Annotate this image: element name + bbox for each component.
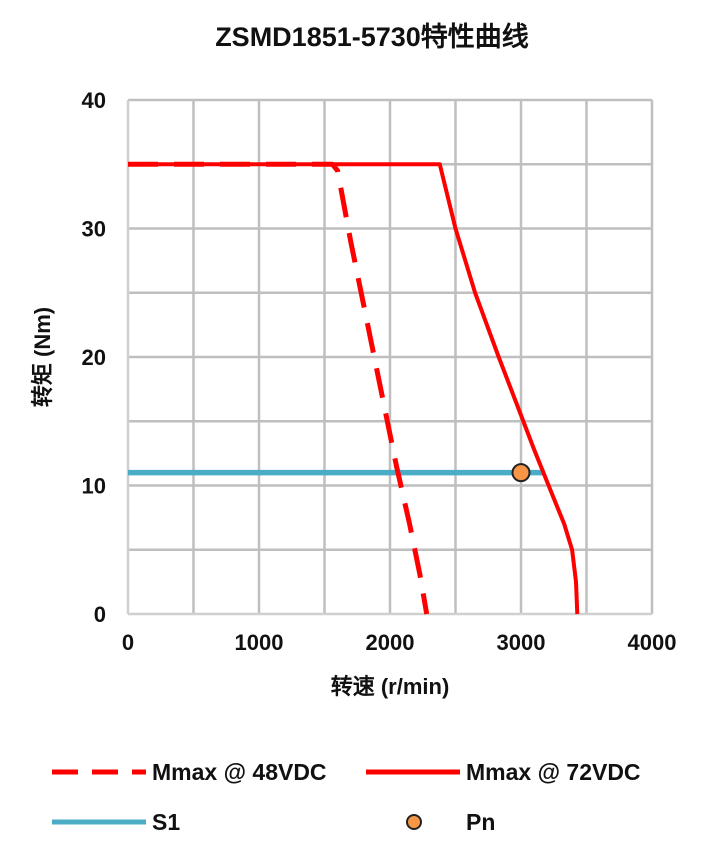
- tick-labels: 0 1000 2000 3000 4000 0 10 20 30 40: [82, 88, 677, 655]
- y-tick-label: 30: [82, 217, 106, 242]
- legend-label-pn: Pn: [466, 809, 495, 835]
- x-tick-label: 4000: [628, 630, 677, 655]
- x-tick-label: 2000: [366, 630, 415, 655]
- x-tick-label: 0: [122, 630, 134, 655]
- series-lines: [128, 161, 580, 615]
- legend: Mmax @ 48VDC Mmax @ 72VDC S1 Pn: [52, 759, 641, 835]
- y-axis-label: 转矩 (Nm): [30, 307, 55, 407]
- y-tick-label: 40: [82, 88, 106, 113]
- series-line-mmax-48vdc: [128, 161, 430, 615]
- grid: [128, 98, 654, 614]
- legend-swatch-pn: [406, 814, 422, 830]
- series-point-pn: [511, 463, 531, 483]
- series-line-mmax-72vdc: [128, 162, 580, 615]
- chart-title: ZSMD1851-5730特性曲线: [215, 22, 529, 52]
- y-tick-label: 0: [94, 602, 106, 627]
- x-axis-label: 转速 (r/min): [331, 674, 450, 699]
- legend-label-s1: S1: [152, 809, 180, 835]
- y-tick-label: 10: [82, 474, 106, 499]
- axes: [126, 100, 652, 616]
- y-tick-label: 20: [82, 345, 106, 370]
- x-tick-label: 1000: [235, 630, 284, 655]
- x-tick-label: 3000: [497, 630, 546, 655]
- legend-label-mmax-48vdc: Mmax @ 48VDC: [152, 759, 327, 785]
- legend-label-mmax-72vdc: Mmax @ 72VDC: [466, 759, 641, 785]
